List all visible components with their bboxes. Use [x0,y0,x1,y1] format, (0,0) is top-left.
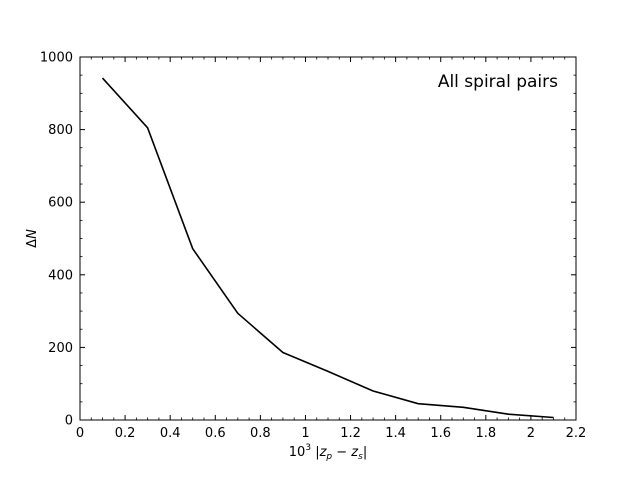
x-tick-label: 2 [527,426,535,441]
x-axis-title-expression: |zp − zs| [311,445,367,462]
x-tick-label: 1.6 [430,426,451,441]
y-axis-title: ΔN [25,229,40,248]
y-tick-label: 400 [48,268,73,283]
y-tick-label: 800 [48,123,73,138]
y-tick-label: 0 [65,414,73,429]
x-axis-title-exponent: 3 [305,443,311,453]
x-tick-labels: 0 0.2 0.4 0.6 0.8 1 1.2 1.4 1.6 1.8 2 2.2 [76,426,586,441]
x-axis-title: 103 |zp − zs| [289,443,367,462]
y-tick-label: 600 [48,196,73,211]
y-tick-labels: 0 200 400 600 800 1000 [40,51,73,429]
y-axis-title-delta: Δ [25,239,40,248]
x-axis-title-prefix: 10 [289,445,306,460]
x-tick-label: 1.2 [340,426,361,441]
y-axis-title-n: N [25,229,40,239]
x-tick-label: 1 [301,426,309,441]
series-line [101,77,554,419]
chart-annotation: All spiral pairs [438,72,558,92]
x-tick-label: 0.6 [205,426,226,441]
series-layer [101,77,554,419]
x-tick-label: 1.4 [385,426,406,441]
x-tick-label: 0.4 [160,426,181,441]
y-tick-label: 200 [48,341,73,356]
plot-frame [79,56,577,421]
x-tick-label: 0 [76,426,84,441]
x-tick-label: 0.2 [115,426,136,441]
y-tick-label: 1000 [40,51,73,66]
x-tick-label: 1.8 [475,426,496,441]
x-tick-label: 0.8 [250,426,271,441]
x-tick-label: 2.2 [566,426,587,441]
